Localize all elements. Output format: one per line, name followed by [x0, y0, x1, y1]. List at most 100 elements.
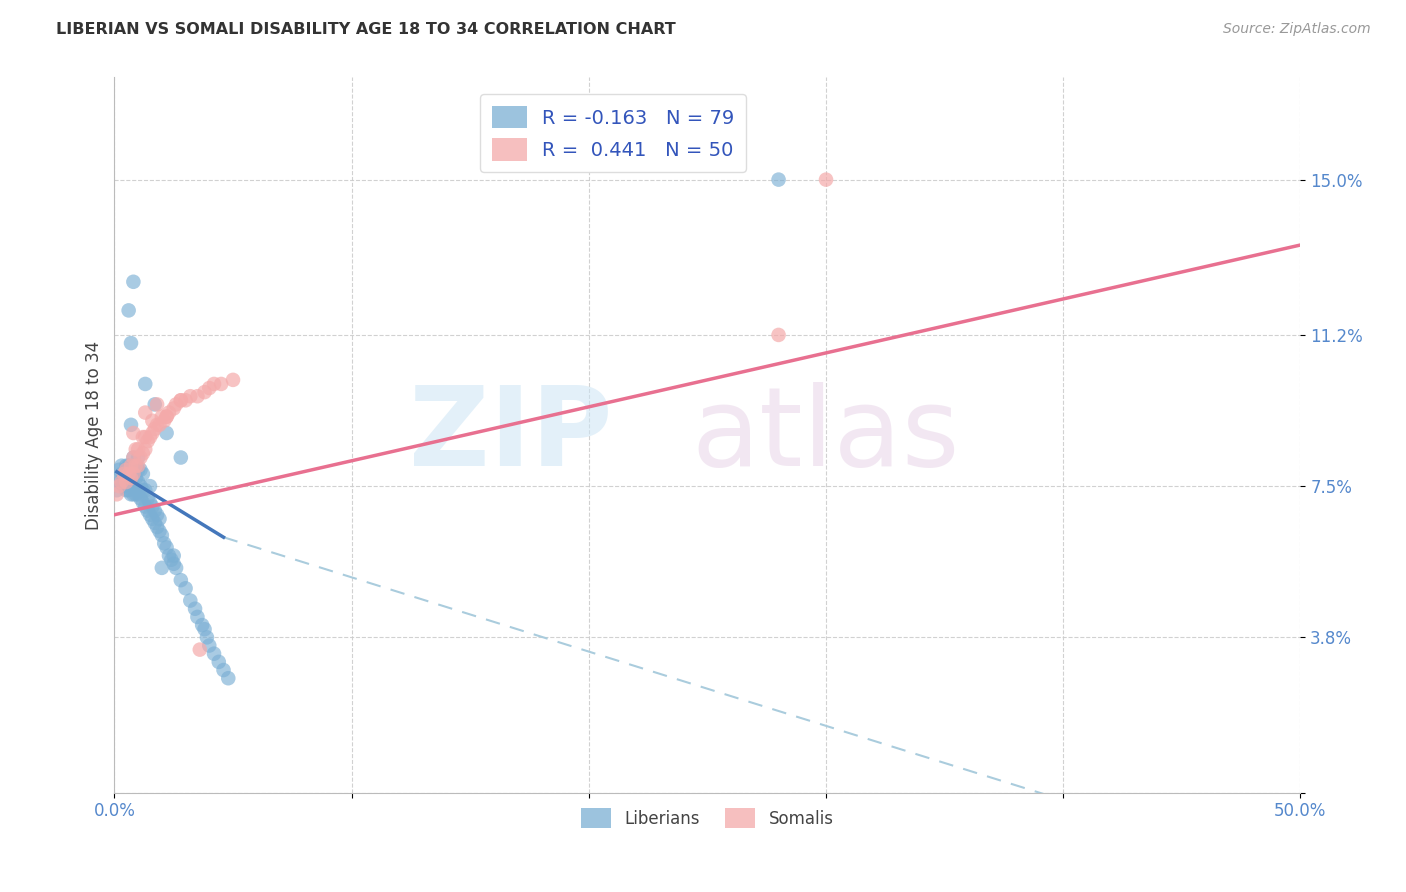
Point	[125, 458, 148, 473]
Point	[139, 430, 162, 444]
Point	[179, 389, 201, 403]
Point	[174, 582, 197, 596]
Point	[125, 487, 148, 501]
Point	[143, 503, 166, 517]
Point	[212, 663, 235, 677]
Point	[125, 458, 148, 473]
Point	[195, 631, 218, 645]
Point	[143, 397, 166, 411]
Point	[174, 393, 197, 408]
Point	[134, 406, 156, 420]
Point	[208, 655, 231, 669]
Point	[143, 422, 166, 436]
Point	[155, 425, 177, 440]
Point	[148, 524, 170, 538]
Point	[136, 491, 159, 506]
Point	[193, 385, 215, 400]
Point	[150, 528, 173, 542]
Point	[186, 610, 208, 624]
Point	[170, 393, 193, 408]
Text: atlas: atlas	[692, 382, 960, 489]
Point	[122, 479, 145, 493]
Point	[146, 417, 169, 432]
Point	[132, 446, 155, 460]
Point	[165, 397, 187, 411]
Point	[129, 479, 152, 493]
Point	[122, 467, 145, 481]
Point	[122, 450, 145, 465]
Point	[814, 172, 837, 186]
Point	[193, 622, 215, 636]
Point	[209, 376, 232, 391]
Point	[222, 373, 245, 387]
Point	[117, 303, 139, 318]
Point	[115, 458, 138, 473]
Point	[153, 414, 176, 428]
Point	[117, 467, 139, 481]
Point	[112, 471, 135, 485]
Point	[115, 483, 138, 498]
Point	[127, 475, 149, 489]
Point	[108, 463, 131, 477]
Point	[117, 483, 139, 498]
Point	[120, 336, 142, 351]
Point	[146, 397, 169, 411]
Point	[155, 541, 177, 555]
Point	[117, 458, 139, 473]
Point	[184, 601, 207, 615]
Point	[160, 552, 183, 566]
Point	[155, 409, 177, 424]
Point	[139, 479, 162, 493]
Point	[165, 561, 187, 575]
Point	[117, 475, 139, 489]
Point	[155, 409, 177, 424]
Point	[150, 409, 173, 424]
Point	[127, 463, 149, 477]
Point	[129, 491, 152, 506]
Point	[120, 471, 142, 485]
Point	[108, 479, 131, 493]
Point	[202, 647, 225, 661]
Legend: Liberians, Somalis: Liberians, Somalis	[575, 802, 841, 834]
Point	[132, 483, 155, 498]
Point	[108, 475, 131, 489]
Point	[163, 549, 186, 563]
Point	[134, 483, 156, 498]
Point	[105, 487, 128, 501]
Point	[122, 450, 145, 465]
Point	[132, 495, 155, 509]
Point	[120, 487, 142, 501]
Point	[153, 536, 176, 550]
Point	[170, 573, 193, 587]
Point	[122, 487, 145, 501]
Point	[127, 442, 149, 457]
Point	[129, 450, 152, 465]
Point	[136, 503, 159, 517]
Point	[125, 471, 148, 485]
Point	[132, 430, 155, 444]
Point	[768, 327, 790, 342]
Text: Source: ZipAtlas.com: Source: ZipAtlas.com	[1223, 22, 1371, 37]
Point	[141, 425, 163, 440]
Point	[134, 376, 156, 391]
Point	[122, 275, 145, 289]
Point	[134, 442, 156, 457]
Point	[120, 458, 142, 473]
Point	[110, 458, 132, 473]
Point	[202, 376, 225, 391]
Point	[112, 467, 135, 481]
Point	[110, 475, 132, 489]
Point	[139, 495, 162, 509]
Point	[105, 483, 128, 498]
Point	[122, 463, 145, 477]
Point	[127, 450, 149, 465]
Point	[141, 500, 163, 514]
Text: LIBERIAN VS SOMALI DISABILITY AGE 18 TO 34 CORRELATION CHART: LIBERIAN VS SOMALI DISABILITY AGE 18 TO …	[56, 22, 676, 37]
Point	[143, 516, 166, 530]
Point	[150, 561, 173, 575]
Point	[115, 471, 138, 485]
Point	[141, 414, 163, 428]
Point	[134, 500, 156, 514]
Point	[146, 520, 169, 534]
Point	[191, 618, 214, 632]
